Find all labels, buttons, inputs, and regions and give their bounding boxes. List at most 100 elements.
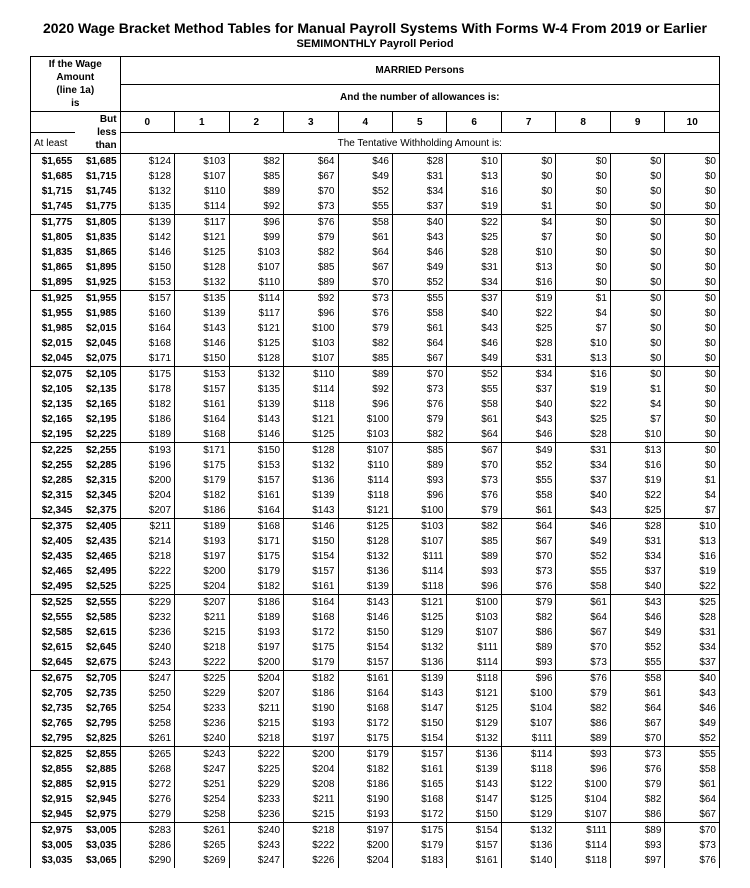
withholding-amount: $64 xyxy=(610,701,664,716)
withholding-amount: $226 xyxy=(284,853,338,868)
withholding-amount: $52 xyxy=(501,458,555,473)
withholding-amount: $0 xyxy=(610,367,664,383)
withholding-amount: $7 xyxy=(665,503,720,519)
withholding-amount: $73 xyxy=(447,473,501,488)
withholding-amount: $64 xyxy=(665,792,720,807)
withholding-amount: $189 xyxy=(229,610,283,625)
withholding-amount: $218 xyxy=(284,823,338,839)
withholding-amount: $179 xyxy=(392,838,446,853)
withholding-amount: $31 xyxy=(447,260,501,275)
withholding-amount: $76 xyxy=(392,397,446,412)
wage-atleast: $2,765 xyxy=(31,716,76,731)
withholding-amount: $129 xyxy=(501,807,555,823)
withholding-amount: $0 xyxy=(556,154,610,170)
withholding-amount: $7 xyxy=(556,321,610,336)
table-row: $2,105$2,135$178$157$135$114$92$73$55$37… xyxy=(31,382,720,397)
table-row: $2,345$2,375$207$186$164$143$121$100$79$… xyxy=(31,503,720,519)
withholding-amount: $76 xyxy=(610,762,664,777)
withholding-amount: $269 xyxy=(175,853,229,868)
wage-atleast: $2,165 xyxy=(31,412,76,427)
withholding-amount: $121 xyxy=(338,503,392,519)
withholding-amount: $0 xyxy=(610,199,664,215)
wage-butless: $2,885 xyxy=(75,762,120,777)
wage-butless: $2,045 xyxy=(75,336,120,351)
withholding-amount: $222 xyxy=(284,838,338,853)
withholding-amount: $79 xyxy=(556,686,610,701)
withholding-amount: $37 xyxy=(501,382,555,397)
wage-butless: $1,805 xyxy=(75,215,120,231)
withholding-amount: $13 xyxy=(665,534,720,549)
withholding-amount: $121 xyxy=(284,412,338,427)
withholding-amount: $73 xyxy=(284,199,338,215)
withholding-amount: $31 xyxy=(556,443,610,459)
withholding-amount: $7 xyxy=(501,230,555,245)
withholding-amount: $31 xyxy=(392,169,446,184)
withholding-amount: $132 xyxy=(175,275,229,291)
withholding-amount: $207 xyxy=(120,503,174,519)
table-row: $2,435$2,465$218$197$175$154$132$111$89$… xyxy=(31,549,720,564)
wage-butless: $1,835 xyxy=(75,230,120,245)
withholding-amount: $49 xyxy=(338,169,392,184)
withholding-amount: $222 xyxy=(120,564,174,579)
withholding-amount: $0 xyxy=(556,230,610,245)
withholding-amount: $168 xyxy=(120,336,174,351)
withholding-amount: $73 xyxy=(392,382,446,397)
withholding-amount: $204 xyxy=(338,853,392,868)
withholding-amount: $229 xyxy=(120,595,174,611)
withholding-amount: $70 xyxy=(284,184,338,199)
withholding-amount: $0 xyxy=(665,154,720,170)
withholding-amount: $76 xyxy=(556,671,610,687)
table-row: $2,405$2,435$214$193$171$150$128$107$85$… xyxy=(31,534,720,549)
withholding-amount: $0 xyxy=(610,245,664,260)
withholding-amount: $0 xyxy=(610,306,664,321)
withholding-amount: $1 xyxy=(665,473,720,488)
withholding-amount: $121 xyxy=(175,230,229,245)
withholding-amount: $22 xyxy=(501,306,555,321)
withholding-amount: $19 xyxy=(556,382,610,397)
withholding-amount: $154 xyxy=(284,549,338,564)
withholding-amount: $61 xyxy=(447,412,501,427)
withholding-amount: $22 xyxy=(665,579,720,595)
withholding-amount: $70 xyxy=(501,549,555,564)
withholding-amount: $86 xyxy=(610,807,664,823)
atleast-spacer xyxy=(31,112,76,133)
withholding-amount: $132 xyxy=(120,184,174,199)
table-row: $2,195$2,225$189$168$146$125$103$82$64$4… xyxy=(31,427,720,443)
table-row: $2,375$2,405$211$189$168$146$125$103$82$… xyxy=(31,519,720,535)
withholding-amount: $76 xyxy=(665,853,720,868)
withholding-amount: $197 xyxy=(284,731,338,747)
withholding-amount: $178 xyxy=(120,382,174,397)
withholding-amount: $154 xyxy=(338,640,392,655)
withholding-amount: $272 xyxy=(120,777,174,792)
withholding-amount: $40 xyxy=(665,671,720,687)
withholding-amount: $70 xyxy=(610,731,664,747)
withholding-amount: $58 xyxy=(447,397,501,412)
withholding-amount: $55 xyxy=(501,473,555,488)
withholding-amount: $28 xyxy=(610,519,664,535)
withholding-amount: $89 xyxy=(338,367,392,383)
wage-atleast: $1,655 xyxy=(31,154,76,170)
withholding-amount: $67 xyxy=(447,443,501,459)
withholding-amount: $160 xyxy=(120,306,174,321)
wage-atleast: $2,915 xyxy=(31,792,76,807)
wage-atleast: $1,955 xyxy=(31,306,76,321)
withholding-amount: $34 xyxy=(556,458,610,473)
table-row: $2,885$2,915$272$251$229$208$186$165$143… xyxy=(31,777,720,792)
wage-butless: $2,945 xyxy=(75,792,120,807)
withholding-amount: $89 xyxy=(447,549,501,564)
wage-butless: $2,255 xyxy=(75,443,120,459)
withholding-amount: $190 xyxy=(338,792,392,807)
table-row: $2,225$2,255$193$171$150$128$107$85$67$4… xyxy=(31,443,720,459)
withholding-amount: $55 xyxy=(338,199,392,215)
withholding-amount: $82 xyxy=(284,245,338,260)
withholding-amount: $125 xyxy=(229,336,283,351)
withholding-amount: $211 xyxy=(120,519,174,535)
withholding-amount: $153 xyxy=(229,458,283,473)
wage-butless: $1,925 xyxy=(75,275,120,291)
wage-butless: $2,795 xyxy=(75,716,120,731)
withholding-amount: $110 xyxy=(175,184,229,199)
withholding-amount: $0 xyxy=(665,169,720,184)
withholding-amount: $40 xyxy=(501,397,555,412)
withholding-amount: $204 xyxy=(284,762,338,777)
withholding-amount: $0 xyxy=(556,184,610,199)
